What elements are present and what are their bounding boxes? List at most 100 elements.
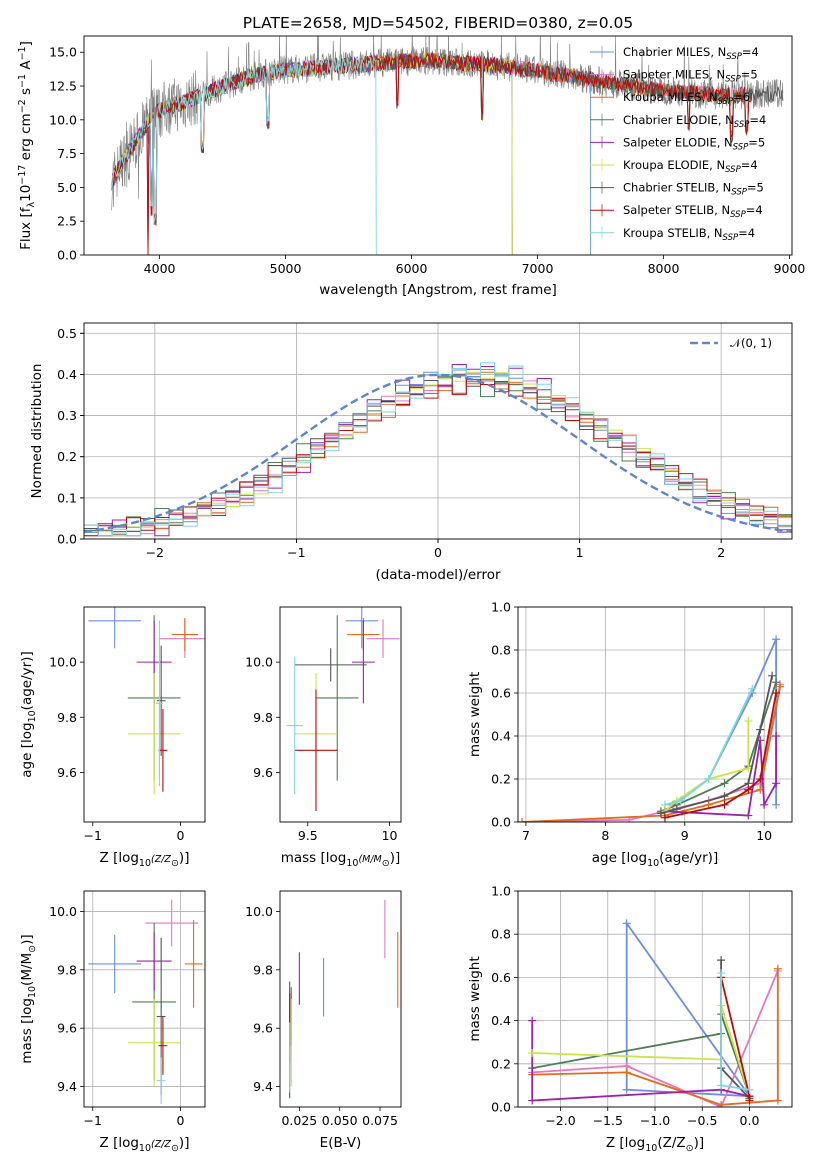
- series-marker: [720, 792, 729, 801]
- y-axis-label: age [log10(age/yr)]: [19, 651, 38, 777]
- label-part: ⊙: [27, 945, 38, 953]
- chart-title: PLATE=2658, MJD=54502, FIBERID=0380, z=0…: [243, 14, 633, 32]
- y-tick-label: 9.6: [57, 1021, 77, 1036]
- y-tick-label: 9.6: [253, 765, 273, 780]
- label-part: 10: [645, 1143, 657, 1154]
- series-marker: [720, 800, 729, 809]
- series-marker: [772, 678, 781, 687]
- series-marker: [760, 800, 769, 809]
- y-tick-label: 9.4: [253, 1079, 273, 1094]
- label-part: −1: [17, 46, 28, 60]
- x-axis-label: mass [log10(M/M⊙)]: [281, 850, 401, 869]
- legend-value: =6: [733, 90, 750, 104]
- axes-frame: [83, 35, 793, 256]
- y-tick-label: 9.8: [253, 962, 273, 977]
- legend-sub: SSP: [725, 75, 741, 85]
- x-tick-label: 0.075: [362, 1113, 398, 1128]
- y-tick-label: 1.0: [491, 600, 511, 615]
- label-part: mass [log: [19, 998, 35, 1064]
- x-axis-label: Z [log10(Z/Z⊙)]: [100, 1135, 190, 1154]
- series-marker: [773, 964, 782, 973]
- axes-frame: [279, 606, 402, 823]
- age-vs-Z-plot-area: [88, 607, 205, 795]
- label-part: )]: [19, 934, 35, 945]
- series-marker: [622, 919, 631, 928]
- legend-sub: SSP: [733, 142, 749, 152]
- series-marker: [776, 682, 785, 691]
- series-line-1: [532, 970, 779, 1107]
- legend-name: Kroupa ELODIE, N: [623, 158, 725, 172]
- x-tick-label: 8000: [648, 261, 680, 276]
- y-tick-label: 0.8: [491, 643, 511, 658]
- legend-label: Chabrier ELODIE, NSSP=4: [623, 113, 766, 130]
- series-marker: [772, 689, 781, 697]
- series-marker: [720, 779, 729, 788]
- mass-vs-ebv-plot-area: [289, 899, 399, 1099]
- y-tick-label: 9.4: [57, 1079, 77, 1094]
- legend-label: Kroupa ELODIE, NSSP=4: [623, 158, 758, 175]
- residual-histogram-7: [84, 379, 792, 537]
- legend-sub: SSP: [725, 165, 741, 175]
- label-part: (age/yr)]: [19, 651, 35, 710]
- model-spectrum-0: [111, 53, 591, 255]
- label-part: Z [log: [606, 1135, 645, 1151]
- y-tick-label: 9.6: [253, 1021, 273, 1036]
- label-part: 10: [139, 858, 151, 869]
- series-marker: [660, 813, 669, 822]
- label-part: −2: [17, 99, 28, 113]
- label-part: erg cm: [18, 113, 34, 164]
- label-part: 10: [346, 858, 358, 869]
- residual-panel: −2 −1 0 1 2 0.0 0.1 0.2 0.3 0.4 0.5 (data-model)/er…: [29, 322, 793, 583]
- y-tick-label: 0.2: [57, 449, 77, 464]
- y-tick-label: 10.0: [49, 112, 77, 127]
- y-tick-label: 0.4: [57, 367, 77, 382]
- legend-value: =5: [747, 181, 764, 195]
- x-tick-label: −1: [84, 1113, 102, 1128]
- x-axis-label: (data-model)/error: [375, 567, 501, 583]
- y-tick-label: 15.0: [49, 45, 77, 60]
- y-tick-label: 5.0: [57, 180, 77, 195]
- axes-frame: [83, 606, 206, 823]
- y-tick-label: 10.0: [245, 904, 273, 919]
- label-part: λ: [26, 202, 37, 208]
- legend-name: Chabrier STELIB, N: [623, 181, 731, 195]
- series-marker: [772, 635, 781, 644]
- y-tick-label: 0.0: [491, 1100, 511, 1115]
- legend-sub: SSP: [731, 188, 747, 198]
- label-part: (M/M: [19, 953, 35, 986]
- y-tick-label: 0.3: [57, 408, 77, 423]
- series-marker: [756, 775, 765, 783]
- x-tick-label: 0: [176, 1113, 184, 1128]
- legend-label: Kroupa STELIB, NSSP=4: [623, 226, 755, 243]
- x-tick-label: −1: [287, 545, 305, 560]
- legend-name: Salpeter MILES, N: [623, 68, 725, 82]
- series-marker: [772, 732, 781, 740]
- label-part: (Z/Z: [151, 1139, 171, 1150]
- y-tick-label: 0.6: [491, 970, 511, 985]
- x-tick-label: −1.5: [593, 1113, 623, 1128]
- y-axis-label: mass weight: [467, 672, 483, 757]
- series-marker: [622, 1068, 631, 1077]
- model-spectrum-5: [111, 51, 513, 255]
- x-tick-label: −2: [146, 545, 164, 560]
- legend-sub: SSP: [723, 233, 739, 243]
- y-axis-label: Normed distribution: [29, 364, 45, 499]
- legend-value: =4: [749, 113, 766, 127]
- label-part: 10: [139, 1143, 151, 1154]
- x-axis-label: wavelength [Angstrom, rest frame]: [319, 282, 557, 298]
- label-part: ⊙: [171, 1143, 179, 1154]
- y-tick-label: 0.8: [491, 927, 511, 942]
- series-marker: [756, 725, 765, 734]
- legend-value: =5: [741, 68, 758, 82]
- y-tick-label: 0.6: [491, 686, 511, 701]
- x-tick-label: −1.0: [640, 1113, 670, 1128]
- y-tick-label: 0.4: [491, 1013, 511, 1028]
- series-marker: [676, 796, 685, 805]
- y-tick-label: 0.4: [491, 729, 511, 744]
- y-tick-label: 0.0: [57, 532, 77, 547]
- legend-name: Kroupa STELIB, N: [623, 226, 723, 240]
- x-tick-label: 10: [756, 828, 772, 843]
- label-part: ⊙: [382, 858, 390, 869]
